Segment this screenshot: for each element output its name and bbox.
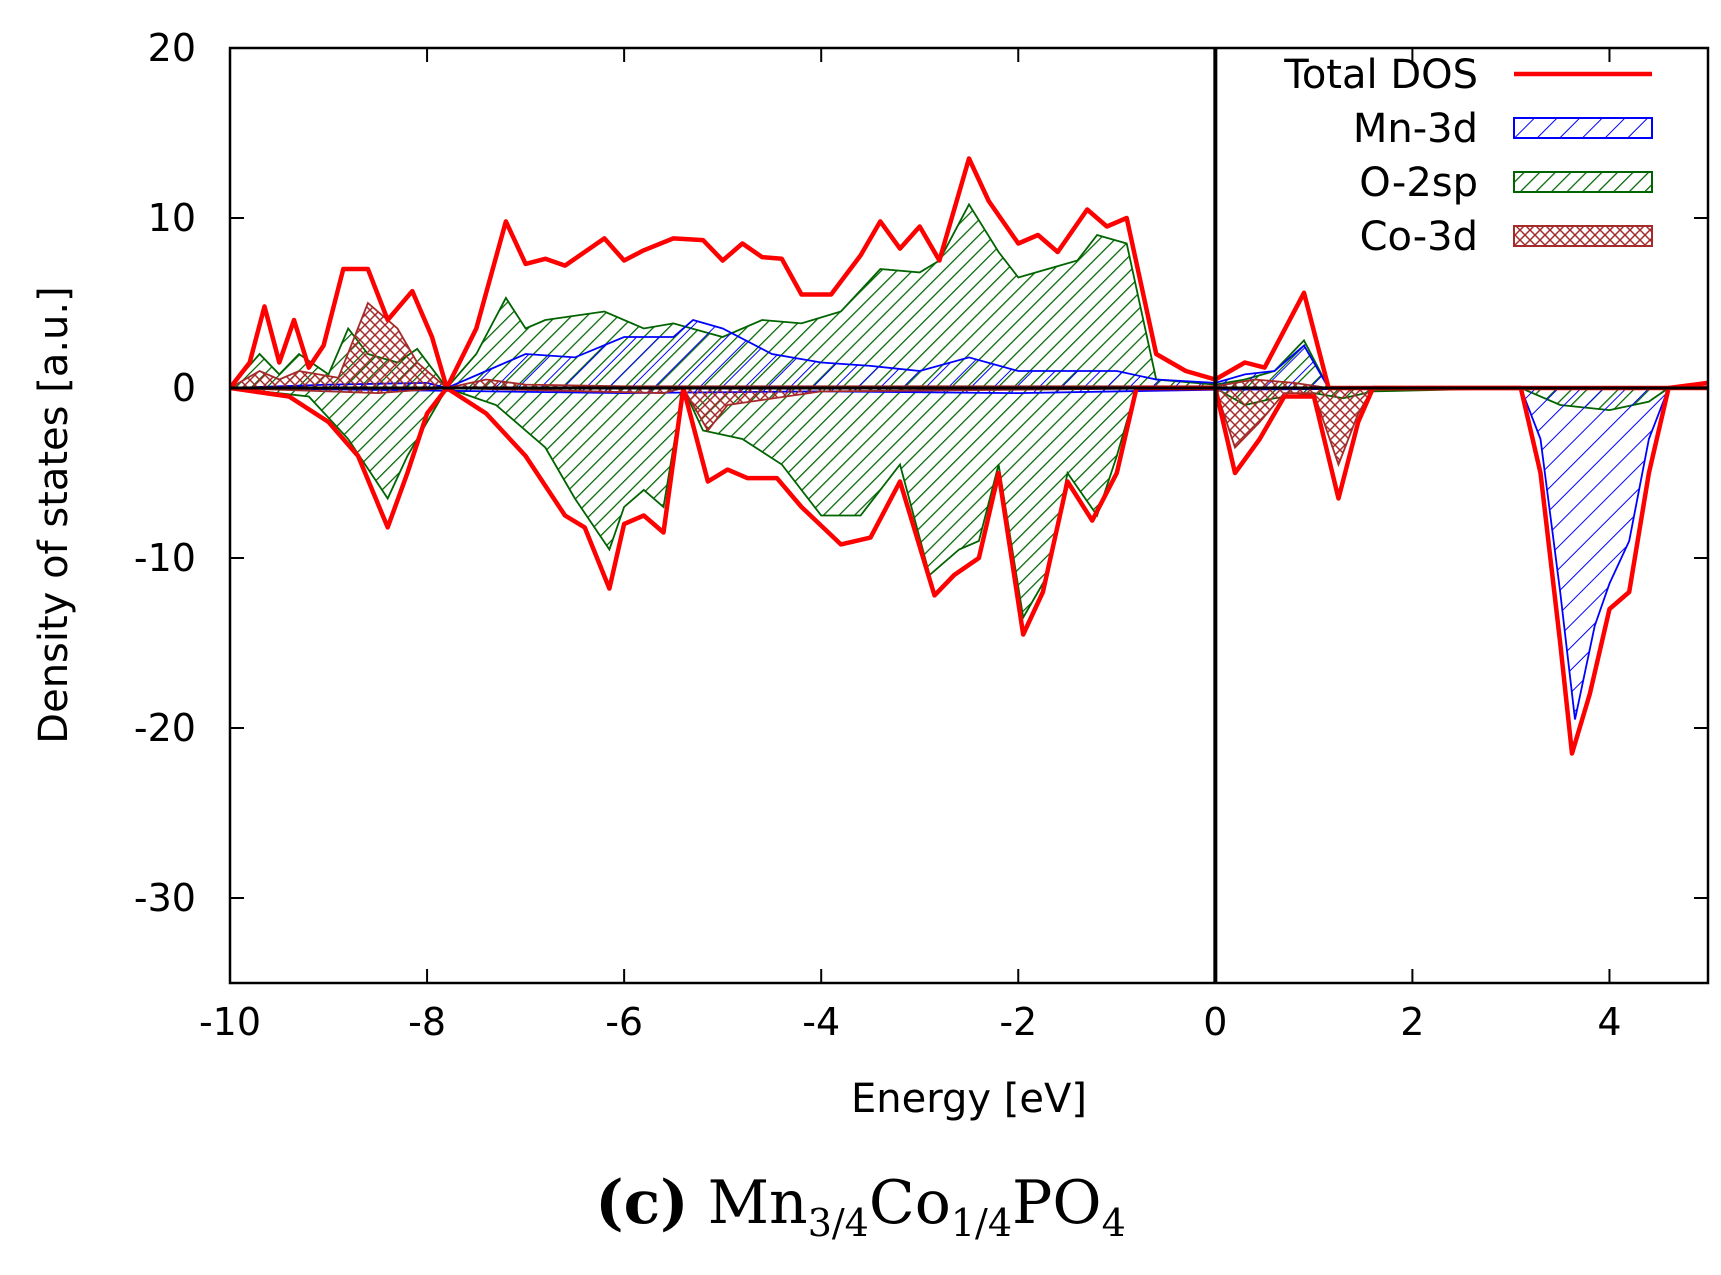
- x-tick-label: -10: [199, 1000, 261, 1044]
- legend-swatch-co-3d: [1513, 225, 1653, 247]
- y-axis-ticks: 20 10 0 -10 -20 -30: [134, 26, 1708, 920]
- x-axis-ticks: -10 -8 -6 -4 -2 0 2 4: [199, 48, 1622, 1044]
- x-tick-label: -8: [408, 1000, 446, 1044]
- x-tick-label: 4: [1597, 1000, 1621, 1044]
- legend-label-o-2sp: O-2sp: [1359, 160, 1478, 206]
- total-dos-up-line: [230, 156, 1708, 391]
- formula-part: PO: [1012, 1168, 1102, 1238]
- legend: Total DOS Mn-3d O-2sp Co-3d: [1283, 52, 1653, 260]
- legend-label-mn-3d: Mn-3d: [1353, 106, 1478, 152]
- x-axis-title: Energy [eV]: [851, 1076, 1087, 1122]
- caption-label: (c): [595, 1168, 689, 1238]
- formula-subscript: 4: [1101, 1201, 1126, 1245]
- series-layer: [230, 156, 1708, 756]
- legend-label-total-dos: Total DOS: [1283, 52, 1478, 98]
- plot-frame: [228, 46, 1710, 985]
- x-tick-label: 0: [1203, 1000, 1227, 1044]
- x-tick-label: 2: [1400, 1000, 1424, 1044]
- formula-part: Mn: [707, 1168, 808, 1238]
- caption-formula: Mn3/4Co1/4PO4: [707, 1168, 1126, 1245]
- legend-label-co-3d: Co-3d: [1360, 214, 1478, 260]
- x-tick-label: -2: [999, 1000, 1037, 1044]
- total-dos-down-line: [230, 385, 1708, 756]
- legend-swatch-mn-3d: [1513, 117, 1653, 139]
- x-tick-label: -6: [605, 1000, 643, 1044]
- mn-3d-up-area: [230, 319, 1708, 389]
- mn-3d-down-area: [230, 387, 1708, 720]
- formula-subscript: 1/4: [950, 1201, 1013, 1245]
- x-tick-label: -4: [802, 1000, 840, 1044]
- reference-lines: [230, 48, 1708, 983]
- co-3d-up-area: [230, 301, 1708, 389]
- y-tick-label: 0: [172, 366, 196, 410]
- formula-part: Co: [868, 1168, 951, 1238]
- formula-subscript: 3/4: [807, 1201, 869, 1245]
- y-tick-label: 10: [148, 196, 196, 240]
- legend-swatch-o-2sp: [1513, 171, 1653, 193]
- o-2sp-down-area: [230, 384, 1708, 621]
- y-tick-label: -20: [134, 706, 196, 750]
- y-tick-label: -10: [134, 536, 196, 580]
- y-tick-label: 20: [148, 26, 196, 70]
- y-axis-title: Density of states [a.u.]: [31, 286, 77, 743]
- figure-caption: (c) Mn3/4Co1/4PO4: [0, 1168, 1721, 1245]
- y-tick-label: -30: [134, 876, 196, 920]
